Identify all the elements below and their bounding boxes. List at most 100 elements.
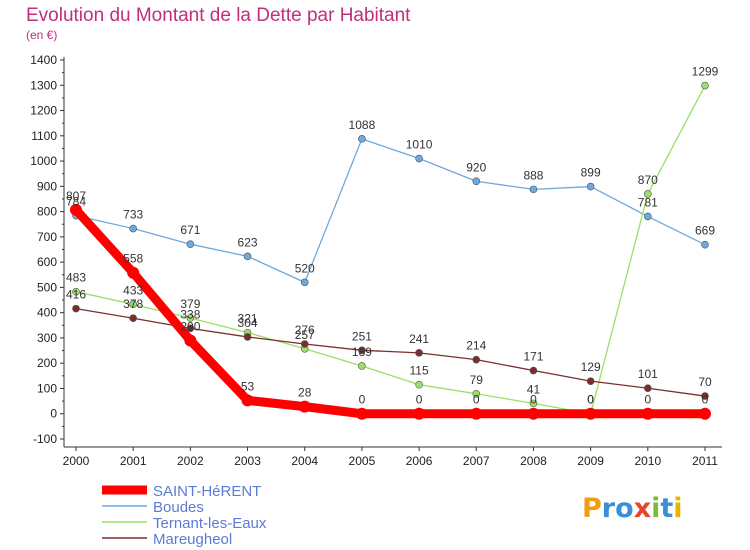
data-label: 558	[123, 252, 143, 266]
y-tick-label: 600	[37, 255, 57, 269]
data-label: 416	[66, 288, 86, 302]
data-label: 623	[238, 235, 258, 249]
data-label: 807	[66, 189, 86, 203]
data-point	[472, 177, 481, 186]
data-point	[358, 346, 366, 355]
data-label: 1299	[692, 65, 719, 79]
data-label: 0	[587, 393, 594, 407]
data-point	[644, 190, 652, 198]
data-point	[529, 399, 538, 408]
data-point	[184, 334, 197, 347]
data-point	[586, 182, 595, 191]
y-tick-label: -100	[33, 432, 57, 446]
data-label: 378	[123, 297, 143, 311]
data-point	[300, 340, 309, 348]
data-label: 784	[66, 195, 86, 209]
data-point	[415, 154, 423, 163]
x-tick-label: 2005	[349, 454, 376, 468]
data-point	[129, 224, 137, 233]
data-label: 53	[241, 379, 255, 393]
series-line-0	[71, 205, 710, 419]
x-tick-label: 2009	[577, 454, 604, 468]
data-label: 379	[180, 297, 200, 311]
data-point	[72, 287, 80, 296]
x-tick-label: 2004	[291, 454, 318, 468]
x-tick-label: 2002	[177, 454, 204, 468]
data-point	[413, 407, 426, 420]
y-tick-label: 0	[50, 407, 57, 421]
data-point	[586, 377, 595, 385]
data-point	[584, 407, 597, 420]
data-point	[415, 380, 423, 389]
y-tick-label: 1100	[31, 129, 57, 143]
data-point	[300, 278, 309, 287]
series-line-2	[75, 84, 706, 415]
data-label: 338	[180, 307, 200, 321]
data-label: 888	[523, 168, 543, 182]
data-label: 290	[180, 319, 200, 333]
legend-label-3: Mareugheol	[153, 531, 232, 548]
data-point	[699, 407, 711, 420]
data-point	[186, 240, 195, 248]
data-label: 101	[638, 367, 658, 381]
x-tick-label: 2000	[63, 454, 90, 468]
x-tick-label: 2003	[234, 454, 261, 468]
data-point	[241, 394, 254, 407]
data-label: 28	[298, 386, 312, 400]
data-label: 276	[295, 323, 315, 337]
data-label: 781	[638, 195, 658, 209]
x-tick-label: 2010	[634, 454, 661, 468]
y-tick-label: 800	[37, 205, 57, 219]
data-point	[701, 240, 709, 249]
data-point	[129, 300, 137, 309]
data-point	[243, 333, 252, 341]
data-label: 251	[352, 329, 372, 343]
y-tick-label: 1400	[30, 53, 57, 67]
data-label: 483	[66, 271, 86, 285]
data-label: 214	[466, 339, 486, 353]
data-label: 1010	[406, 138, 433, 152]
data-point	[472, 389, 481, 398]
y-tick-label: 900	[37, 179, 57, 193]
y-tick-label: 300	[37, 331, 57, 345]
data-label: 0	[530, 393, 537, 407]
series-line-1	[75, 138, 706, 283]
axes: -100010020030040050060070080090010001100…	[30, 53, 722, 468]
data-label: 0	[359, 393, 366, 407]
data-label: 321	[238, 312, 258, 326]
data-label: 870	[638, 173, 658, 187]
data-label: 189	[352, 345, 372, 359]
data-point	[298, 400, 311, 413]
data-label: 433	[123, 283, 143, 297]
data-label: 920	[466, 160, 486, 174]
y-tick-label: 200	[37, 356, 57, 370]
y-tick-label: 100	[37, 381, 57, 395]
data-point	[644, 212, 652, 221]
y-tick-label: 1200	[30, 104, 57, 118]
legend-label-2: Ternant-les-Eaux	[153, 515, 267, 532]
data-point	[70, 203, 82, 216]
y-tick-label: 400	[37, 306, 57, 320]
data-label: 171	[523, 350, 543, 364]
data-point	[701, 81, 709, 90]
data-label: 520	[295, 261, 315, 275]
data-label: 79	[470, 373, 484, 387]
data-label: 41	[527, 382, 541, 396]
data-label: 129	[581, 360, 601, 374]
data-point	[127, 266, 140, 279]
data-point	[529, 366, 538, 375]
data-point	[355, 407, 368, 420]
data-label: 1088	[349, 118, 376, 132]
data-label: 899	[581, 166, 601, 180]
data-label: 733	[123, 208, 143, 222]
data-point	[243, 252, 252, 261]
x-tick-label: 2008	[520, 454, 547, 468]
data-point	[644, 384, 652, 393]
data-label: 0	[644, 393, 651, 407]
x-tick-label: 2006	[406, 454, 433, 468]
data-point	[72, 304, 80, 313]
data-point	[701, 392, 709, 400]
y-tick-label: 700	[37, 230, 57, 244]
data-point	[415, 349, 423, 357]
